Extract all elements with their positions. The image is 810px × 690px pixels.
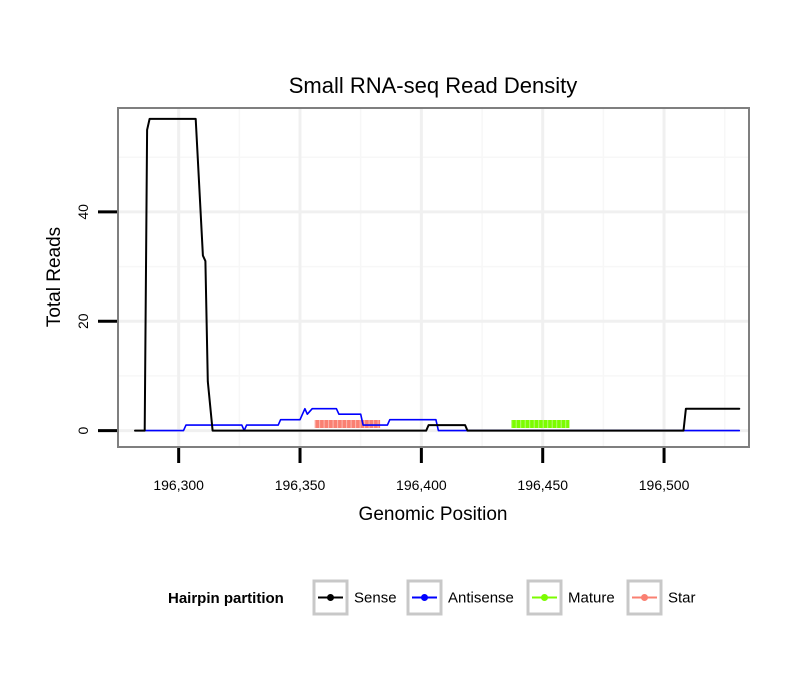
y-tick-label: 20 [75,313,91,329]
legend-key-point [541,594,548,601]
y-tick-label: 0 [75,426,91,434]
legend-key-point [327,594,334,601]
legend: Hairpin partition Sense Antisense Mature St… [168,579,696,616]
legend-label: Sense [354,590,397,607]
x-axis: 196,300 196,350 196,400 196,450 196,500 [153,448,690,493]
legend-label: Antisense [448,590,514,607]
chart-title: Small RNA-seq Read Density [289,73,578,98]
y-axis: 0 20 40 [75,204,117,434]
legend-key-point [641,594,648,601]
legend-label: Star [668,590,696,607]
plot-background [118,108,749,447]
x-tick-label: 196,500 [639,477,690,493]
legend-key-point [421,594,428,601]
y-tick-label: 40 [75,204,91,220]
x-tick-label: 196,300 [153,477,204,493]
series-sense-line [134,117,741,432]
series-layer [134,117,741,432]
x-tick-label: 196,450 [517,477,568,493]
x-tick-label: 196,350 [275,477,326,493]
x-tick-label: 196,400 [396,477,447,493]
plot-border [117,107,750,448]
x-axis-title: Genomic Position [359,504,508,525]
legend-title: Hairpin partition [168,590,284,607]
legend-label: Mature [568,590,615,607]
y-axis-title: Total Reads [44,227,65,327]
